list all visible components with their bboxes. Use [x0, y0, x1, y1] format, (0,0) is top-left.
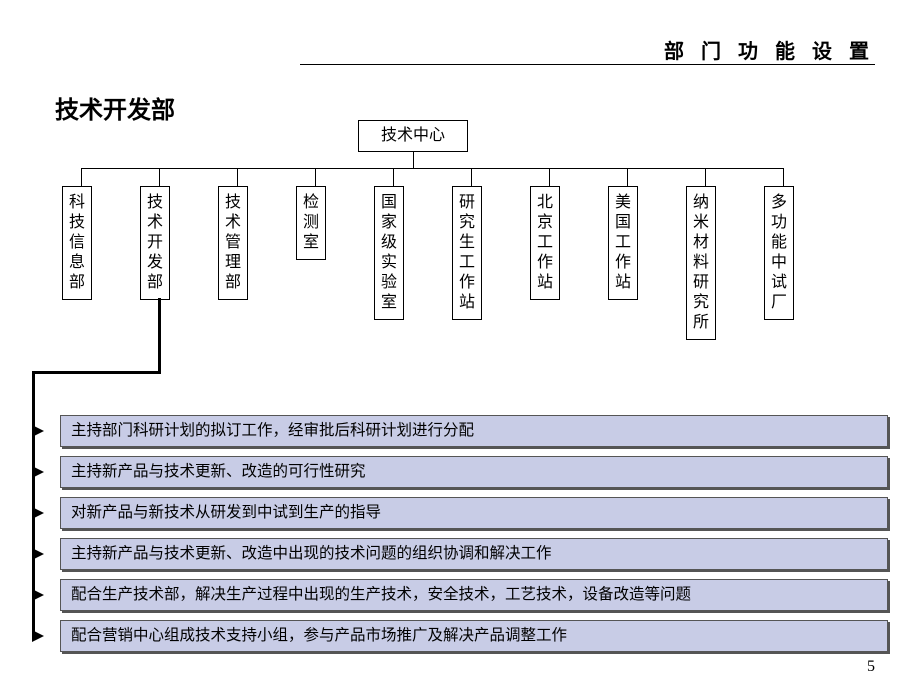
arrow-icon — [32, 589, 44, 601]
bullet-list: 主持部门科研计划的拟订工作，经审批后科研计划进行分配主持新产品与技术更新、改造的… — [60, 415, 888, 661]
org-node: 技术开发部 — [140, 186, 170, 300]
bullet-item: 主持部门科研计划的拟订工作，经审批后科研计划进行分配 — [60, 415, 888, 447]
org-node: 美国工作站 — [608, 186, 638, 300]
arrow-icon — [32, 548, 44, 560]
bullet-text: 配合营销中心组成技术支持小组，参与产品市场推广及解决产品调整工作 — [60, 620, 888, 652]
bullet-item: 配合生产技术部，解决生产过程中出现的生产技术，安全技术，工艺技术，设备改造等问题 — [60, 579, 888, 611]
arrow-icon — [32, 630, 44, 642]
page-title: 技术开发部 — [55, 90, 175, 125]
org-root-node: 技术中心 — [358, 120, 468, 152]
org-node: 科技信息部 — [62, 186, 92, 300]
arrow-icon — [32, 425, 44, 437]
org-node: 多功能中试厂 — [764, 186, 794, 320]
bullet-text: 主持部门科研计划的拟订工作，经审批后科研计划进行分配 — [60, 415, 888, 447]
bullet-item: 主持新产品与技术更新、改造中出现的技术问题的组织协调和解决工作 — [60, 538, 888, 570]
bullet-item: 主持新产品与技术更新、改造的可行性研究 — [60, 456, 888, 488]
org-node: 北京工作站 — [530, 186, 560, 300]
bullet-item: 对新产品与新技术从研发到中试到生产的指导 — [60, 497, 888, 529]
org-node: 国家级实验室 — [374, 186, 404, 320]
arrow-icon — [32, 507, 44, 519]
bullet-text: 配合生产技术部，解决生产过程中出现的生产技术，安全技术，工艺技术，设备改造等问题 — [60, 579, 888, 611]
org-node: 研究生工作站 — [452, 186, 482, 320]
org-node: 技术管理部 — [218, 186, 248, 300]
header-rule — [300, 64, 875, 65]
org-node: 检测室 — [296, 186, 326, 260]
arrow-icon — [32, 466, 44, 478]
bullet-text: 主持新产品与技术更新、改造的可行性研究 — [60, 456, 888, 488]
org-node: 纳米材料研究所 — [686, 186, 716, 340]
header-label: 部 门 功 能 设 置 — [664, 35, 875, 64]
bullet-item: 配合营销中心组成技术支持小组，参与产品市场推广及解决产品调整工作 — [60, 620, 888, 652]
bullet-text: 主持新产品与技术更新、改造中出现的技术问题的组织协调和解决工作 — [60, 538, 888, 570]
bullet-text: 对新产品与新技术从研发到中试到生产的指导 — [60, 497, 888, 529]
